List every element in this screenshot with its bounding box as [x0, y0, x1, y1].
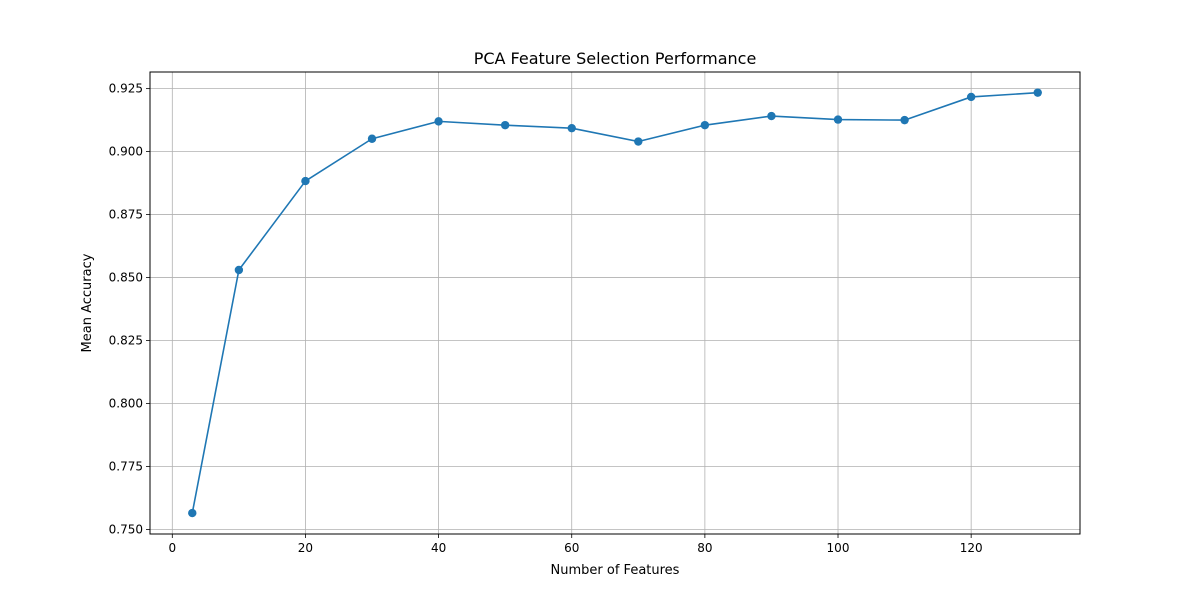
- data-point: [634, 137, 643, 146]
- y-tick-label: 0.800: [109, 397, 143, 411]
- data-point: [500, 120, 510, 130]
- data-point: [833, 115, 843, 124]
- x-tick-label: 20: [298, 541, 313, 555]
- grid: [150, 72, 1080, 534]
- x-tick-label: 100: [827, 541, 850, 555]
- y-tick-label: 0.925: [109, 82, 143, 96]
- data-point: [767, 111, 776, 121]
- data-point: [301, 176, 310, 186]
- x-axis-label: Number of Features: [551, 563, 680, 578]
- y-axis-label: Mean Accuracy: [80, 253, 95, 352]
- y-axis-ticks: 0.750 0.775 0.800 0.825 0.850 0.875 0.900 0.925: [109, 82, 150, 536]
- y-tick-label: 0.850: [109, 271, 143, 285]
- plot-area-frame: [149, 71, 1081, 535]
- x-tick-label: 80: [697, 541, 712, 555]
- data-point: [234, 265, 244, 275]
- y-tick-label: 0.900: [109, 145, 143, 159]
- y-tick-label: 0.750: [109, 522, 143, 536]
- data-point: [966, 92, 976, 102]
- y-tick-label: 0.825: [109, 334, 143, 348]
- data-point: [900, 115, 909, 125]
- data-point: [434, 117, 443, 126]
- data-point: [1033, 88, 1042, 97]
- series-group: [188, 88, 1042, 518]
- data-point: [700, 120, 710, 130]
- chart-title: PCA Feature Selection Performance: [474, 49, 757, 68]
- x-tick-label: 120: [960, 541, 983, 555]
- x-tick-label: 40: [431, 541, 446, 555]
- data-point: [367, 134, 377, 143]
- x-axis-ticks: 0 20 40 60 80 100 120: [168, 534, 983, 555]
- x-tick-label: 0: [168, 541, 176, 555]
- data-point: [188, 508, 197, 518]
- data-point: [567, 123, 576, 133]
- y-tick-label: 0.775: [109, 459, 143, 473]
- x-tick-label: 60: [564, 541, 579, 555]
- y-tick-label: 0.875: [109, 208, 143, 222]
- series-line: [191, 91, 1038, 514]
